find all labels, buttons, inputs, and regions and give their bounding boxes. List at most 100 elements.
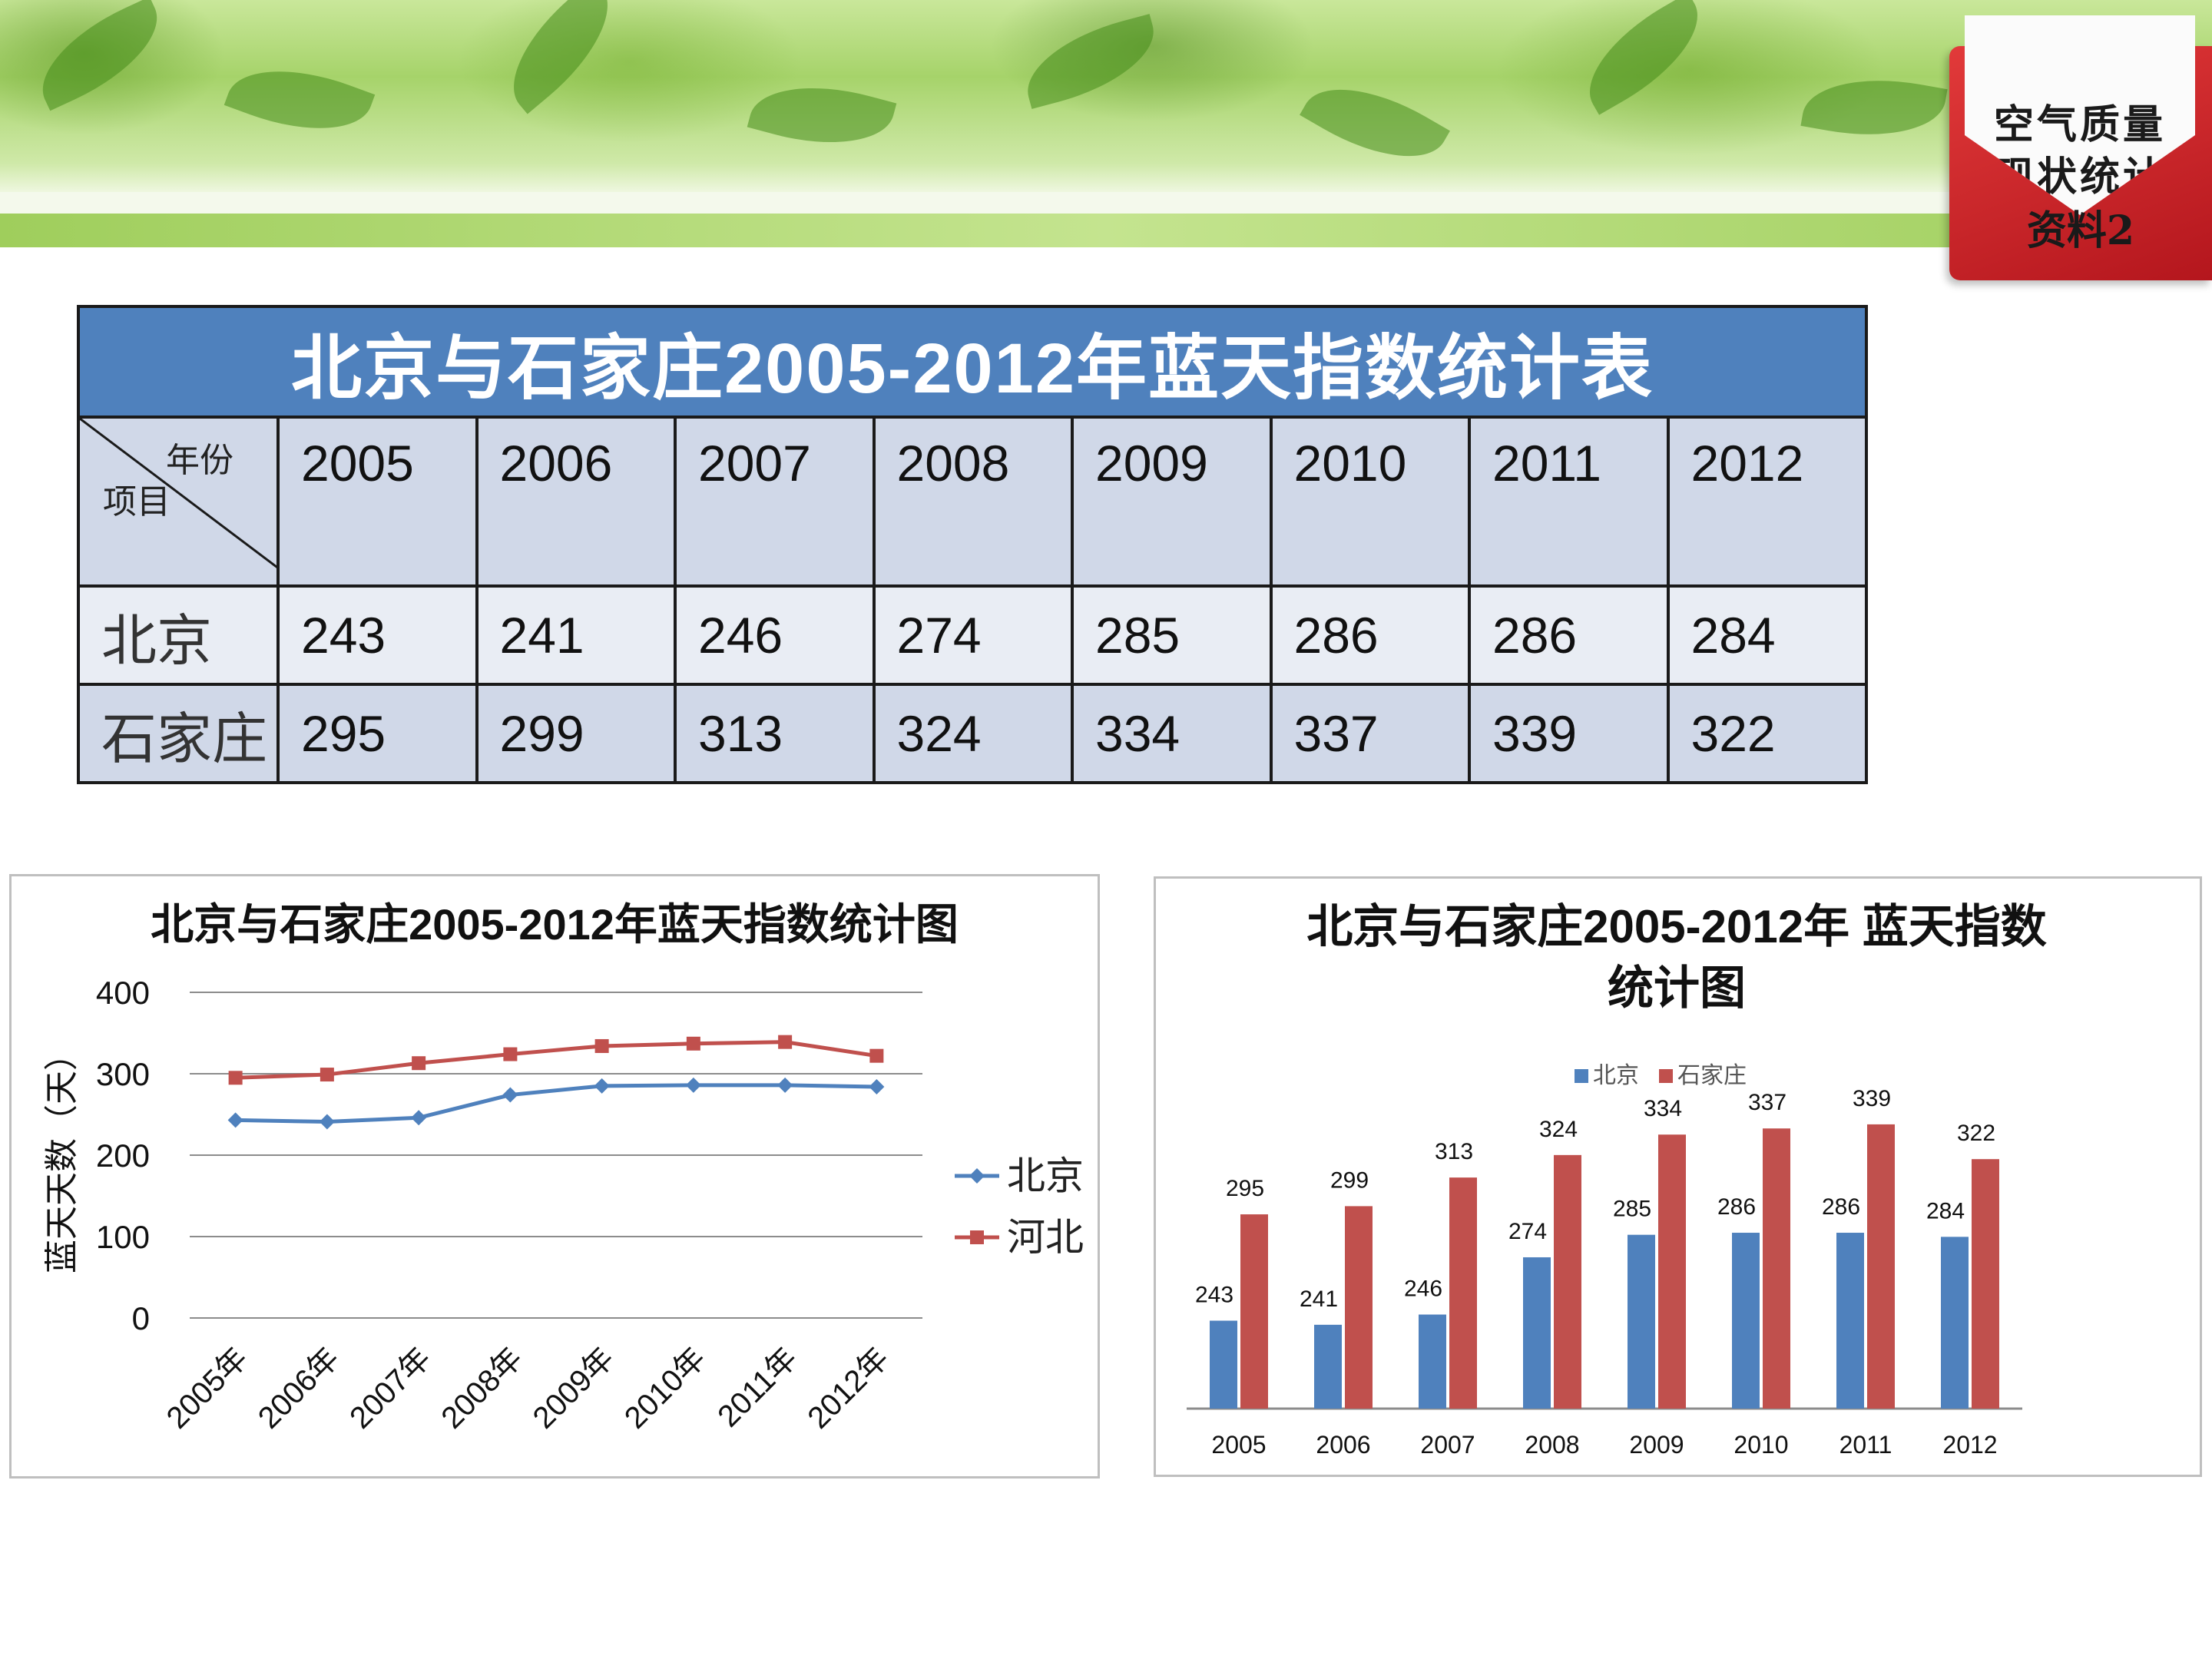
bar-chart-panel: 北京与石家庄2005-2012年 蓝天指数 统计图 2005 243 295 2006 24…: [1154, 876, 2202, 1477]
y-tick-label: 0: [132, 1300, 150, 1336]
y-tick-label: 100: [96, 1219, 150, 1255]
badge-line-1: 空气质量: [1993, 101, 2166, 148]
data-point: [869, 1048, 884, 1063]
header-banner: [0, 0, 2212, 192]
data-label: 299: [1330, 1167, 1369, 1193]
chart-title: 北京与石家庄2005-2012年蓝天指数统计图: [151, 900, 959, 949]
row-label: 北京: [77, 584, 280, 686]
data-label: 286: [1822, 1194, 1860, 1220]
line-chart: 北京与石家庄2005-2012年蓝天指数统计图 0 100 200 300 400 蓝天天数…: [42, 900, 1084, 1435]
table-cell: 284: [1666, 584, 1868, 686]
x-tick-label: 2006: [1316, 1431, 1370, 1459]
bar: [1972, 1159, 1999, 1409]
bar: [1210, 1320, 1237, 1409]
x-tick-label: 2012年: [801, 1341, 895, 1435]
data-point: [778, 1035, 793, 1049]
data-point: [411, 1110, 427, 1126]
data-label: 286: [1717, 1194, 1756, 1220]
bar: [1732, 1233, 1760, 1409]
corner-item-label: 项目: [103, 483, 171, 521]
badge-subtitle: 资料2: [2026, 207, 2135, 254]
bar: [1523, 1257, 1551, 1409]
leaf-decoration: [1300, 61, 1450, 184]
data-label: 285: [1613, 1197, 1651, 1222]
badge-panel: 空气质量 现状统计: [1965, 15, 2195, 215]
table-cell: 285: [1071, 584, 1273, 686]
x-tick-label: 2010: [1734, 1431, 1788, 1459]
year-header: 2008: [872, 416, 1074, 588]
table-cell: 334: [1071, 683, 1273, 784]
header-stripe: [0, 214, 2212, 247]
y-tick-label: 400: [96, 975, 150, 1011]
series-line: [235, 1083, 877, 1124]
year-header: 2011: [1468, 416, 1670, 588]
bar: [1314, 1324, 1342, 1409]
table-cell: 322: [1666, 683, 1868, 784]
table-cell: 286: [1468, 584, 1670, 686]
x-tick-label: 2011年: [711, 1341, 803, 1433]
x-tick-label: 2010年: [618, 1341, 712, 1435]
table-cell: 324: [872, 683, 1074, 784]
x-tick-label: 2009: [1629, 1431, 1684, 1459]
leaf-decoration: [747, 68, 897, 163]
legend-marker: [969, 1168, 985, 1184]
section-badge: 空气质量 现状统计 资料2: [1949, 15, 2212, 280]
data-label: 243: [1195, 1283, 1233, 1308]
table-cell: 274: [872, 584, 1074, 686]
data-label: 241: [1300, 1286, 1338, 1312]
table-row: 石家庄 295 299 313 324 334 337 339 322: [77, 683, 1868, 784]
y-axis-title: 蓝天天数（天）: [42, 1037, 81, 1273]
x-tick-label: 2007年: [343, 1341, 437, 1435]
table-header-row: 年份 项目 2005 2006 2007 2008 2009 2010 2011…: [77, 416, 1868, 588]
data-point: [594, 1038, 609, 1053]
data-point: [594, 1078, 610, 1094]
x-tick-label: 2009年: [527, 1341, 621, 1435]
data-point: [320, 1068, 334, 1082]
line-chart-panel: 北京与石家庄2005-2012年蓝天指数统计图 0 100 200 300 400 蓝天天数…: [9, 874, 1100, 1479]
table-cell: 246: [674, 584, 876, 686]
legend-label: 北京: [1007, 1154, 1084, 1198]
x-tick-label: 2008年: [435, 1341, 528, 1435]
leaf-decoration: [224, 47, 376, 153]
table-cell: 313: [674, 683, 876, 784]
corner-year-label: 年份: [166, 442, 233, 479]
data-point: [869, 1078, 885, 1094]
badge-line-2: 现状统计: [1993, 154, 2166, 200]
bar: [1240, 1214, 1268, 1409]
table-cell: 337: [1269, 683, 1471, 784]
data-point: [503, 1047, 518, 1061]
table-title: 北京与石家庄2005-2012年蓝天指数统计表: [77, 305, 1868, 419]
data-point: [686, 1036, 700, 1051]
bar-chart: 北京与石家庄2005-2012年 蓝天指数统计图 2005 243 295 2006 24…: [1187, 901, 2047, 1459]
table-cell: 241: [475, 584, 677, 686]
bar: [1836, 1233, 1864, 1409]
data-label: 295: [1226, 1176, 1264, 1201]
bar: [1867, 1124, 1895, 1409]
leaf-decoration: [24, 0, 176, 111]
stats-table: 北京与石家庄2005-2012年蓝天指数统计表 年份 项目 2005 2006 …: [77, 305, 1868, 784]
bar: [1419, 1314, 1446, 1409]
legend-marker: [970, 1230, 984, 1244]
x-tick-label: 2012: [1942, 1431, 1997, 1459]
data-label: 322: [1957, 1121, 1995, 1146]
legend-label: 北京: [1593, 1062, 1639, 1089]
data-label: 284: [1926, 1198, 1965, 1224]
chart-title: 北京与石家庄2005-2012年 蓝天指数: [1306, 901, 2047, 952]
bar: [1658, 1134, 1686, 1409]
legend-marker: [1575, 1069, 1588, 1083]
x-tick-label: 2006年: [252, 1341, 346, 1435]
series-line: [235, 1040, 877, 1080]
bar: [1449, 1177, 1477, 1409]
table-cell: 243: [276, 584, 478, 686]
year-header: 2006: [475, 416, 677, 588]
data-point: [777, 1077, 793, 1093]
legend-marker: [1659, 1069, 1673, 1083]
year-header: 2012: [1666, 416, 1868, 588]
table-cell: 299: [475, 683, 677, 784]
data-point: [412, 1056, 426, 1071]
x-tick-label: 2005: [1211, 1431, 1266, 1459]
legend-label: 石家庄: [1677, 1062, 1747, 1089]
header-stripe: [0, 192, 2212, 214]
bar: [1554, 1154, 1581, 1409]
data-label: 339: [1853, 1086, 1891, 1111]
